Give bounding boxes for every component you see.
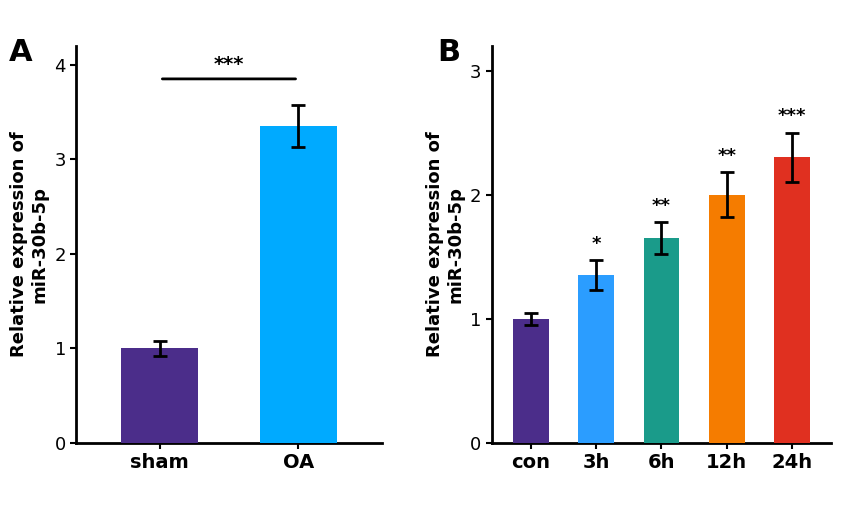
Bar [774, 157, 810, 443]
Bar [578, 275, 614, 443]
Bar [513, 319, 549, 443]
Text: B: B [438, 38, 460, 67]
Text: **: ** [652, 196, 671, 215]
Text: *: * [591, 235, 601, 253]
Text: ***: *** [778, 107, 806, 125]
Bar [644, 238, 679, 443]
Y-axis label: Relative expression of
miR-30b-5p: Relative expression of miR-30b-5p [10, 131, 49, 357]
Y-axis label: Relative expression of
miR-30b-5p: Relative expression of miR-30b-5p [426, 131, 465, 357]
Text: ***: *** [214, 55, 244, 74]
Text: A: A [9, 38, 33, 67]
Text: **: ** [717, 147, 736, 165]
Bar [709, 195, 745, 443]
Bar [121, 348, 198, 443]
Bar [260, 126, 337, 443]
